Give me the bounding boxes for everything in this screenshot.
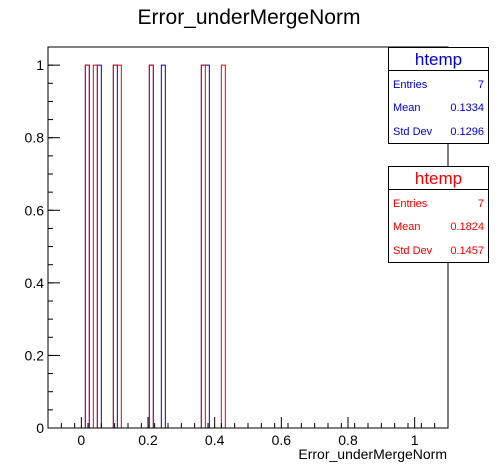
- x-tick-label: 0: [77, 432, 85, 448]
- mean-value: 0.1334: [450, 102, 484, 114]
- std-dev-label: Std Dev: [393, 126, 433, 138]
- std-dev-value: 0.1296: [450, 126, 484, 138]
- std-dev-value: 0.1457: [450, 245, 484, 257]
- mean-value: 0.1824: [450, 221, 484, 233]
- entries-value: 7: [478, 198, 484, 210]
- x-tick-label: 0.2: [138, 432, 158, 448]
- y-tick-label: 0.2: [25, 347, 45, 363]
- stats-box-frame: [388, 47, 489, 144]
- entries-label: Entries: [393, 198, 428, 210]
- x-tick-label: 0.8: [338, 432, 358, 448]
- x-axis-title: Error_underMergeNorm: [298, 446, 447, 462]
- y-tick-label: 0.6: [25, 202, 45, 218]
- x-axis-ticks: 0 0.2 0.4 0.6 0.8 1: [47, 417, 449, 448]
- x-tick-label: 0.6: [272, 432, 292, 448]
- std-dev-label: Std Dev: [393, 245, 433, 257]
- entries-value: 7: [478, 79, 484, 91]
- x-tick-label: 1: [411, 432, 419, 448]
- y-tick-label: 0.4: [25, 275, 45, 291]
- stats-box-blue: htemp Entries 7 Mean 0.1334 Std Dev 0.12…: [388, 47, 489, 166]
- stats-box-name: htemp: [415, 169, 462, 188]
- entries-label: Entries: [393, 79, 428, 91]
- chart-title: Error_underMergeNorm: [138, 6, 361, 29]
- stats-box-red: htemp Entries 7 Mean 0.1824 Std Dev 0.14…: [388, 166, 489, 428]
- y-tick-label: 0.8: [25, 130, 45, 146]
- mean-label: Mean: [393, 102, 421, 114]
- y-tick-label: 0: [36, 420, 44, 436]
- y-tick-label: 1: [36, 57, 44, 73]
- stats-box-frame: [388, 166, 489, 263]
- mean-label: Mean: [393, 221, 421, 233]
- x-tick-label: 0.4: [205, 432, 225, 448]
- y-axis-ticks: 0 0.2 0.4 0.6 0.8 1: [25, 46, 60, 436]
- stats-box-name: htemp: [415, 50, 462, 69]
